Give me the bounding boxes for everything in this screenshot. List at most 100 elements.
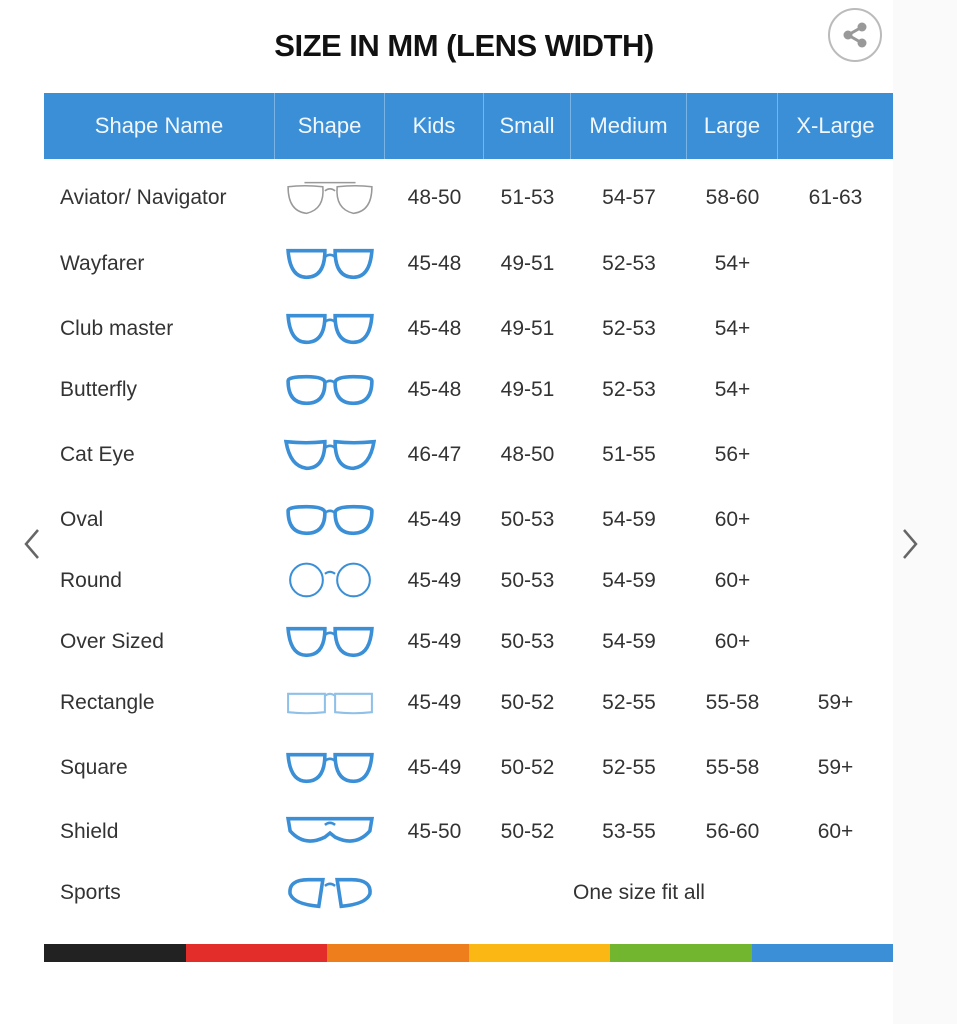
size-large: 60+ — [714, 508, 751, 531]
size-x-large: 60+ — [817, 820, 854, 843]
column-header: Kids — [385, 93, 484, 159]
size-medium: 52-55 — [602, 691, 656, 714]
glasses-aviator-icon — [275, 178, 385, 218]
shape-name: Sports — [60, 881, 121, 904]
glasses-oversized-icon — [275, 622, 385, 662]
table-row: Butterfly 45-48 49-51 52-53 54+ — [44, 365, 893, 415]
size-medium: 52-55 — [602, 756, 656, 779]
glasses-rectangle-icon — [275, 683, 385, 723]
column-header: Shape — [275, 93, 385, 159]
glasses-square-icon — [275, 748, 385, 788]
shape-name: Butterfly — [60, 378, 138, 401]
size-kids: 45-48 — [407, 378, 462, 401]
size-kids: 48-50 — [407, 186, 462, 209]
table-row: Club master 45-48 49-51 52-53 54+ — [44, 304, 893, 354]
size-medium: 52-53 — [602, 378, 656, 401]
right-margin — [893, 0, 957, 1024]
table-row: Shield 45-50 50-52 53-55 56-60 60+ — [44, 807, 893, 857]
glasses-wayfarer-icon — [275, 244, 385, 284]
size-kids: 45-49 — [407, 756, 462, 779]
color-segment — [751, 944, 893, 962]
size-kids: 45-49 — [407, 630, 462, 653]
table-row: Round 45-49 50-53 54-59 60+ — [44, 556, 893, 606]
size-x-large: 59+ — [817, 756, 854, 779]
table-row: Aviator/ Navigator 48-50 51-53 54-57 58-60 61… — [44, 173, 893, 223]
table-row: Cat Eye 46-47 48-50 51-55 56+ — [44, 430, 893, 480]
glasses-sports-icon — [275, 873, 385, 913]
glasses-shield-icon — [275, 812, 385, 852]
size-small: 51-53 — [500, 186, 555, 209]
chevron-right-icon[interactable] — [896, 526, 926, 562]
table-row: Square 45-49 50-52 52-55 55-58 59+ — [44, 743, 893, 793]
size-x-large: 59+ — [817, 691, 854, 714]
size-large: 55-58 — [705, 691, 760, 714]
size-large: 56-60 — [705, 820, 760, 843]
size-kids: 45-48 — [407, 252, 462, 275]
size-large: 55-58 — [705, 756, 760, 779]
table-row: Wayfarer 45-48 49-51 52-53 54+ — [44, 239, 893, 289]
share-icon — [843, 22, 867, 48]
column-header: Medium — [571, 93, 687, 159]
shape-name: Round — [60, 569, 122, 592]
glasses-oval-icon — [275, 500, 385, 540]
glasses-clubmaster-icon — [275, 309, 385, 349]
size-medium: 51-55 — [602, 443, 656, 466]
one-size-note: One size fit all — [573, 881, 705, 904]
size-large: 54+ — [714, 317, 751, 340]
page-title: SIZE IN MM (LENS WIDTH) — [274, 28, 654, 63]
column-header: X-Large — [796, 113, 875, 138]
size-medium: 52-53 — [602, 317, 656, 340]
shape-name: Square — [60, 756, 128, 779]
size-small: 49-51 — [500, 252, 555, 275]
table-row: Oval 45-49 50-53 54-59 60+ — [44, 495, 893, 545]
size-large: 60+ — [714, 569, 751, 592]
size-x-large: 61-63 — [808, 186, 863, 209]
color-segment — [185, 944, 327, 962]
table-header: Shape Name Shape Kids Small Medium Large X-Lar… — [44, 93, 893, 159]
size-small: 50-52 — [500, 820, 555, 843]
size-medium: 52-53 — [602, 252, 656, 275]
color-segment — [610, 944, 752, 962]
size-large: 54+ — [714, 378, 751, 401]
color-segment — [468, 944, 610, 962]
shape-name: Cat Eye — [60, 443, 135, 466]
shape-name: Rectangle — [60, 691, 155, 714]
glasses-butterfly-icon — [275, 370, 385, 410]
size-kids: 46-47 — [407, 443, 462, 466]
shape-name: Shield — [60, 820, 119, 843]
column-header: Large — [687, 93, 778, 159]
size-medium: 54-59 — [602, 508, 656, 531]
size-large: 54+ — [714, 252, 751, 275]
table-row: Rectangle 45-49 50-52 52-55 55-58 59+ — [44, 678, 893, 728]
column-header: Shape Name — [44, 93, 275, 159]
size-small: 48-50 — [500, 443, 555, 466]
column-header: Small — [484, 93, 571, 159]
size-kids: 45-49 — [407, 508, 462, 531]
size-medium: 53-55 — [602, 820, 656, 843]
glasses-round-icon — [275, 561, 385, 601]
size-small: 50-52 — [500, 756, 555, 779]
size-medium: 54-59 — [602, 630, 656, 653]
share-button[interactable] — [828, 8, 882, 62]
size-kids: 45-49 — [407, 569, 462, 592]
shape-name: Wayfarer — [60, 252, 145, 275]
shape-name: Aviator/ Navigator — [60, 186, 227, 209]
size-medium: 54-59 — [602, 569, 656, 592]
size-kids: 45-49 — [407, 691, 462, 714]
table-row: Sports One size fit all — [44, 868, 893, 918]
size-medium: 54-57 — [602, 186, 656, 209]
table-row: Over Sized 45-49 50-53 54-59 60+ — [44, 617, 893, 667]
chevron-left-icon[interactable] — [18, 526, 48, 562]
size-kids: 45-48 — [407, 317, 462, 340]
color-segment — [44, 944, 186, 962]
size-kids: 45-50 — [407, 820, 462, 843]
size-small: 50-53 — [500, 508, 555, 531]
size-small: 50-53 — [500, 569, 555, 592]
color-segment — [327, 944, 469, 962]
size-large: 60+ — [714, 630, 751, 653]
size-small: 49-51 — [500, 378, 555, 401]
shape-name: Over Sized — [60, 630, 164, 653]
shape-name: Oval — [60, 508, 104, 531]
glasses-cateye-icon — [275, 435, 385, 475]
shape-name: Club master — [60, 317, 174, 340]
